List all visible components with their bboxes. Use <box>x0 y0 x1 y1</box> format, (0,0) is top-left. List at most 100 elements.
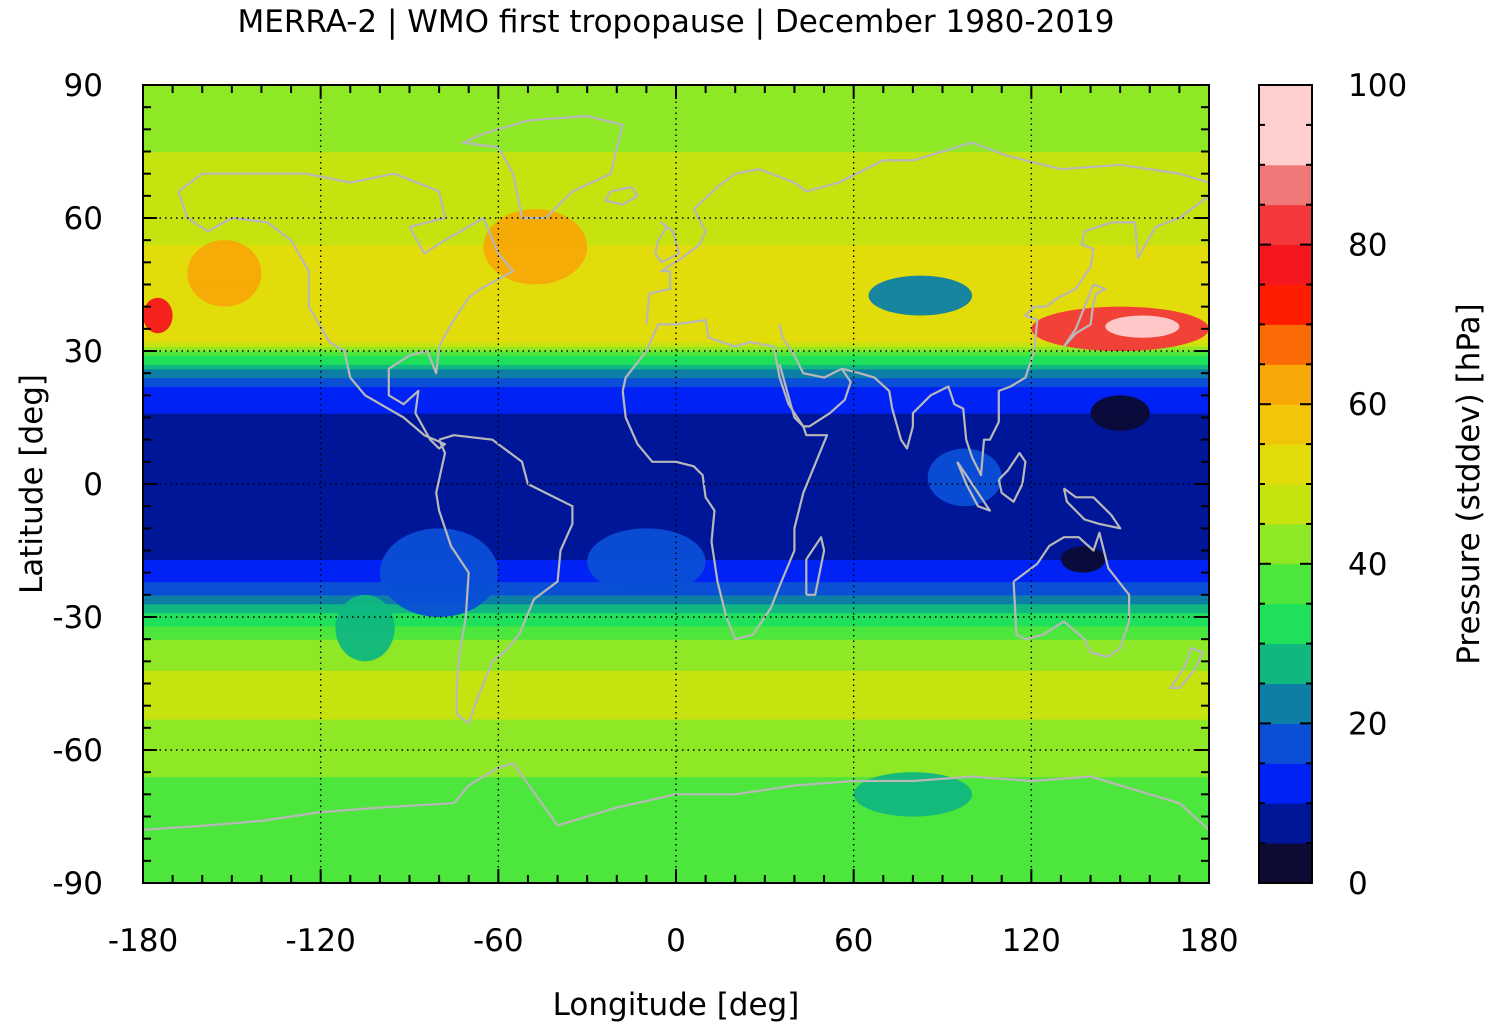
zonal-band <box>143 656 1209 662</box>
zonal-band <box>143 452 1209 458</box>
colorbar-swatch <box>1259 484 1312 525</box>
zonal-band <box>143 333 1209 339</box>
colorbar-swatch <box>1259 204 1312 246</box>
zonal-band <box>143 634 1209 640</box>
zonal-band <box>143 838 1209 844</box>
coastline <box>603 185 639 206</box>
colorbar-swatch <box>1259 763 1312 804</box>
colorbar-tick-label: 0 <box>1348 866 1368 902</box>
coastline <box>805 536 826 596</box>
zonal-band <box>143 111 1209 117</box>
colorbar-swatch <box>1259 603 1312 645</box>
zonal-band <box>143 439 1209 445</box>
zonal-band <box>143 169 1209 175</box>
zonal-band <box>143 807 1209 813</box>
zonal-band <box>143 173 1209 179</box>
zonal-band <box>143 222 1209 228</box>
zonal-band <box>143 382 1209 388</box>
zonal-band <box>143 608 1209 614</box>
zonal-band <box>143 124 1209 130</box>
coastline <box>654 221 681 264</box>
coastline <box>461 114 624 220</box>
x-tick-label: 120 <box>1002 923 1061 959</box>
zonal-band <box>143 475 1209 481</box>
zonal-band <box>143 404 1209 410</box>
zonal-band <box>143 218 1209 224</box>
colorbar-swatch <box>1259 803 1312 844</box>
coastline <box>997 451 1027 503</box>
y-axis-label: Latitude [deg] <box>14 374 50 594</box>
zonal-band <box>143 186 1209 192</box>
feature-blob <box>1090 395 1150 431</box>
zonal-band <box>143 648 1209 654</box>
x-tick-label: 180 <box>1179 923 1238 959</box>
zonal-band <box>143 200 1209 206</box>
colorbar-swatch <box>1259 444 1312 485</box>
zonal-band <box>143 337 1209 343</box>
colorbar-swatch <box>1259 85 1312 125</box>
zonal-band <box>143 829 1209 835</box>
zonal-band <box>143 417 1209 423</box>
zonal-band <box>143 249 1209 255</box>
zonal-band <box>143 293 1209 299</box>
zonal-band <box>143 155 1209 161</box>
feature-blob <box>853 772 973 817</box>
x-tick-label: 0 <box>666 923 686 959</box>
feature-blob <box>379 528 499 618</box>
zonal-band <box>143 302 1209 308</box>
zonal-band <box>143 612 1209 618</box>
zonal-band <box>143 763 1209 769</box>
zonal-band <box>143 98 1209 104</box>
colorbar-swatch <box>1259 244 1312 285</box>
zonal-band <box>143 674 1209 680</box>
coastline <box>1062 283 1107 348</box>
zonal-band <box>143 244 1209 250</box>
feature-blob <box>1105 315 1180 338</box>
coastline <box>841 194 1209 477</box>
coastline <box>177 172 515 450</box>
zonal-band <box>143 142 1209 148</box>
zonal-band <box>143 789 1209 795</box>
coastline <box>778 324 852 428</box>
zonal-band <box>143 355 1209 361</box>
colorbar-swatch <box>1259 164 1312 206</box>
colorbar-swatch <box>1259 284 1312 325</box>
zonal-band <box>143 488 1209 494</box>
zonal-band <box>143 758 1209 764</box>
x-tick-label: 60 <box>834 923 873 959</box>
colorbar-tick-label: 80 <box>1348 228 1387 264</box>
colorbar-swatch <box>1259 124 1312 166</box>
colorbar-tick-label: 100 <box>1348 68 1407 104</box>
zonal-band <box>143 426 1209 432</box>
zonal-band <box>143 767 1209 773</box>
coastline <box>435 434 574 725</box>
zonal-band <box>143 750 1209 756</box>
zonal-band <box>143 603 1209 609</box>
zonal-band <box>143 359 1209 365</box>
y-tick-label: -90 <box>52 866 103 902</box>
zonal-band <box>143 714 1209 720</box>
colorbar-swatch <box>1259 324 1312 365</box>
zonal-band <box>143 851 1209 857</box>
coastline <box>143 762 514 831</box>
x-tick-label: -180 <box>108 923 178 959</box>
zonal-band <box>143 195 1209 201</box>
y-tick-label: -30 <box>52 600 103 636</box>
colorbar-swatch <box>1259 523 1312 565</box>
zonal-band <box>143 461 1209 467</box>
zonal-band <box>143 120 1209 126</box>
zonal-band <box>143 718 1209 724</box>
zonal-band <box>143 652 1209 658</box>
zonal-band <box>143 448 1209 454</box>
y-tick-label: 30 <box>64 334 103 370</box>
colorbar-frame <box>1258 84 1313 884</box>
zonal-band <box>143 519 1209 525</box>
zonal-band <box>143 515 1209 521</box>
feature-blobs <box>143 209 1209 817</box>
coastlines <box>143 114 1209 831</box>
colorbar-tick-label: 20 <box>1348 706 1387 742</box>
zonal-band <box>143 306 1209 312</box>
zonal-band <box>143 288 1209 294</box>
colorbar-label: Pressure (stddev) [hPa] <box>1451 303 1487 664</box>
